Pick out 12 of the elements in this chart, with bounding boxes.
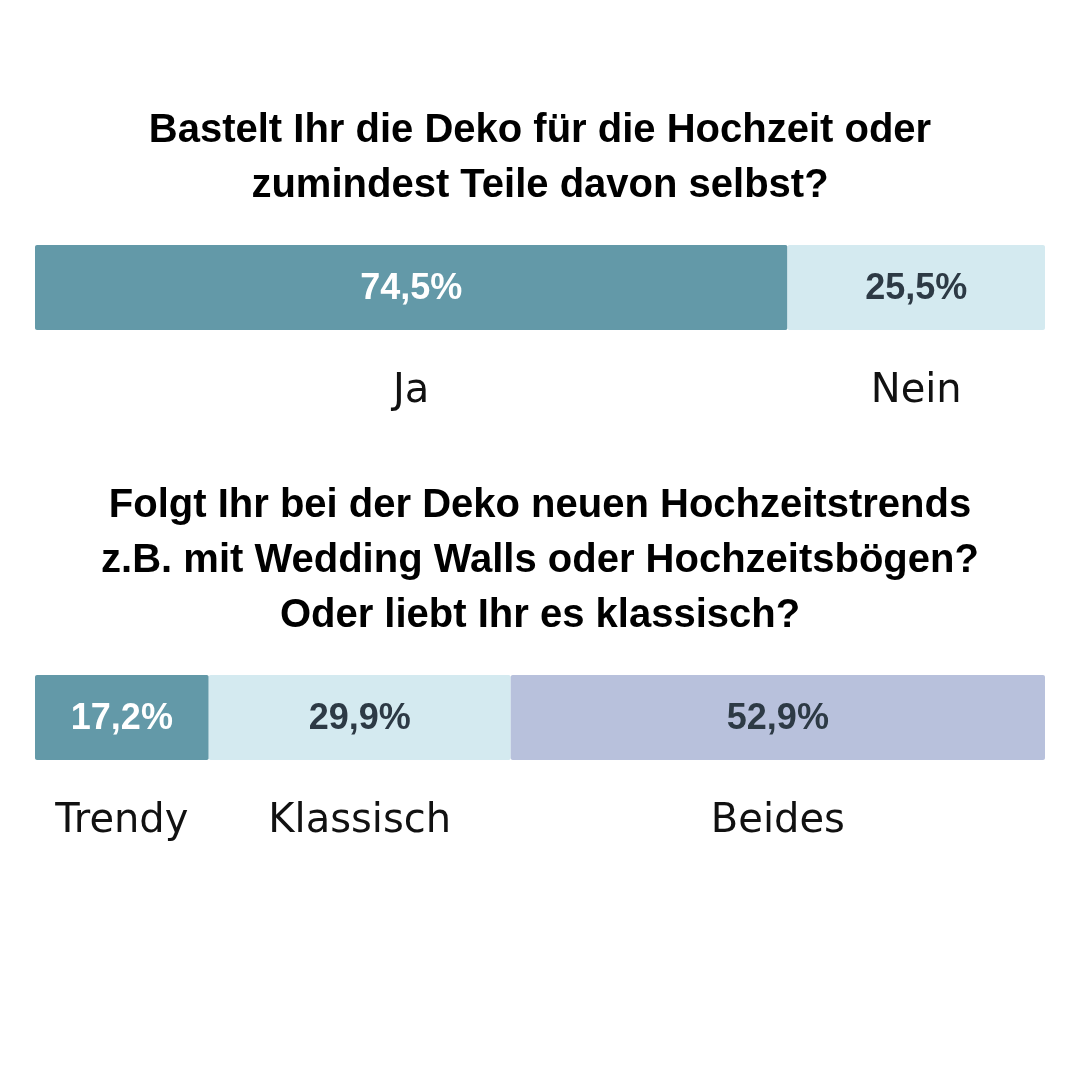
data-label: 52,9% bbox=[726, 695, 829, 737]
series-label: Trendy bbox=[54, 795, 189, 841]
series-label: Ja bbox=[390, 365, 430, 411]
chart-title: Folgt Ihr bei der Deko neuen Hochzeitstrends z.B. mit Wedding Walls oder Hochzeitsbögen? Oder liebt Ihr es klassisch? bbox=[101, 481, 979, 635]
series-label: Nein bbox=[870, 365, 962, 411]
series-label: Klassisch bbox=[268, 795, 452, 841]
data-label: 29,9% bbox=[308, 695, 411, 737]
data-label: 25,5% bbox=[865, 265, 968, 307]
series-label: Beides bbox=[710, 795, 845, 841]
data-label: 17,2% bbox=[70, 695, 173, 737]
chart-title: Bastelt Ihr die Deko für die Hochzeit oder zumindest Teile davon selbst? bbox=[148, 106, 932, 205]
data-label: 74,5% bbox=[360, 265, 463, 307]
